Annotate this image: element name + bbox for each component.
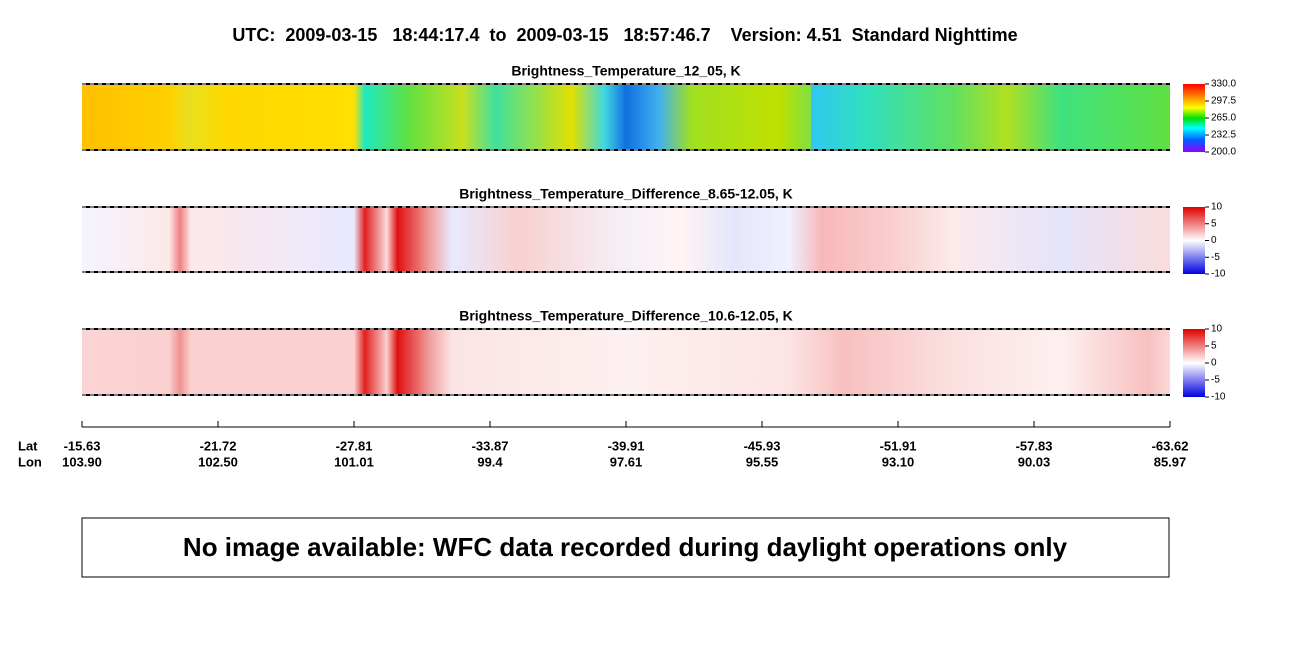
colorbar-tick-label: 5 <box>1211 218 1217 229</box>
lat-label: -21.72 <box>200 438 237 453</box>
colorbar-tick-label: -10 <box>1211 392 1226 403</box>
lon-label: 103.90 <box>62 454 102 469</box>
message: No image available: WFC data recorded du… <box>183 532 1068 562</box>
colorbar-tick-label: 5 <box>1211 341 1217 352</box>
image-strip <box>82 329 1170 395</box>
colorbar <box>1183 84 1205 152</box>
lon-label: 93.10 <box>882 454 915 469</box>
row-label: Lon <box>18 454 42 469</box>
colorbar-tick-label: 232.5 <box>1211 130 1236 141</box>
row-label: Lat <box>18 438 38 453</box>
lon-label: 99.4 <box>477 454 503 469</box>
lat-label: -27.81 <box>336 438 373 453</box>
colorbar-tick-label: 330.0 <box>1211 79 1236 90</box>
colorbar-tick-label: 0 <box>1211 358 1217 369</box>
lat-label: -45.93 <box>744 438 781 453</box>
colorbar-tick-label: 297.5 <box>1211 96 1236 107</box>
colorbar-tick-label: 10 <box>1211 324 1223 335</box>
lat-label: -51.91 <box>880 438 917 453</box>
colorbar-tick-label: 200.0 <box>1211 147 1236 158</box>
colorbar-tick-label: -10 <box>1211 269 1226 280</box>
lon-label: 85.97 <box>1154 454 1187 469</box>
colorbar-tick-label: 0 <box>1211 235 1217 246</box>
message-box <box>81 517 1170 578</box>
image-strip <box>82 84 1170 150</box>
colorbar-tick-label: -5 <box>1211 375 1220 386</box>
lat-label: -63.62 <box>1152 438 1189 453</box>
lon-label: 101.01 <box>334 454 374 469</box>
colorbar <box>1183 207 1205 274</box>
lon-label: 102.50 <box>198 454 238 469</box>
lon-label: 95.55 <box>746 454 779 469</box>
colorbar-tick-label: 10 <box>1211 202 1223 213</box>
lat-label: -15.63 <box>64 438 101 453</box>
panel-title: Brightness_Temperature_12_05, K <box>511 63 740 79</box>
colorbar-tick-label: 265.0 <box>1211 113 1236 124</box>
colorbar-tick-label: -5 <box>1211 252 1220 263</box>
lat-label: -33.87 <box>472 438 509 453</box>
page-title: UTC: 2009-03-15 18:44:17.4 to 2009-03-15… <box>232 25 1017 45</box>
lat-label: -57.83 <box>1016 438 1053 453</box>
panel-title: Brightness_Temperature_Difference_8.65-1… <box>459 186 793 202</box>
lon-label: 97.61 <box>610 454 643 469</box>
panel-title: Brightness_Temperature_Difference_10.6-1… <box>459 308 793 324</box>
lat-label: -39.91 <box>608 438 645 453</box>
image-strip <box>82 207 1170 272</box>
lon-label: 90.03 <box>1018 454 1051 469</box>
colorbar <box>1183 329 1205 397</box>
